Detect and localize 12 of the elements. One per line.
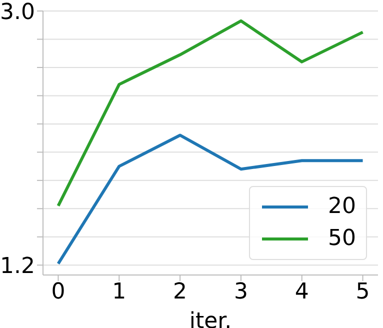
x-axis-title: iter. [189,309,232,328]
x-tick-label: 0 [51,280,66,305]
legend-label: 50 [328,225,356,253]
y-tick-label: 1.2 [0,254,35,279]
y-tick-label: 3.0 [0,0,35,25]
x-tick-label: 2 [173,280,188,305]
x-tick-label: 4 [294,280,309,305]
x-tick-label: 5 [356,280,370,305]
x-tick-label: 1 [112,280,126,305]
legend-label: 20 [328,193,356,221]
x-tick-label: 3 [234,280,248,305]
line-series [56,134,364,266]
